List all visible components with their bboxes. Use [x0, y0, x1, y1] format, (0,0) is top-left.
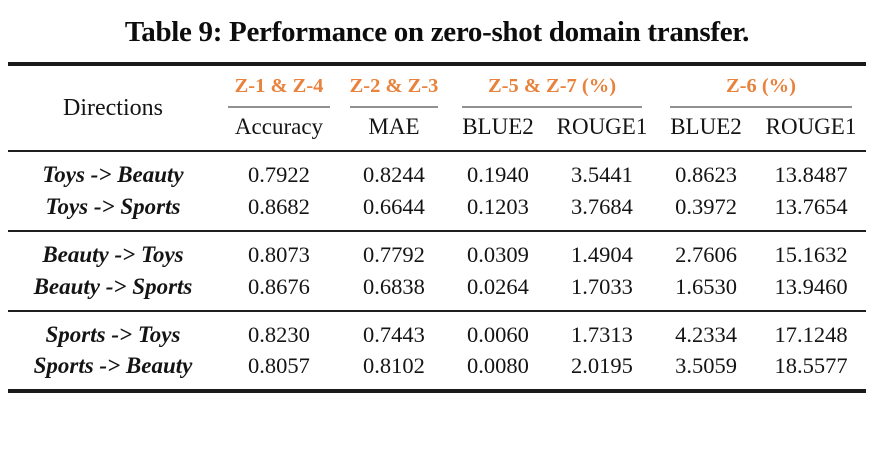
results-table: Directions Z-1 & Z-4 Z-2 & Z-3 Z-5 & Z [7, 62, 866, 393]
cell-value: 1.6530 [675, 273, 737, 299]
cell-value: 0.8244 [363, 161, 425, 187]
group-header-z1-z4: Z-1 & Z-4 [218, 64, 340, 108]
cmidrule [670, 106, 852, 108]
cell-value: 17.1248 [774, 321, 848, 347]
cell-value: 15.1632 [774, 241, 848, 267]
cmidrule [461, 106, 642, 108]
col-header-blue2-1: BLUE2 [462, 114, 534, 139]
cell-value: 0.7443 [363, 321, 425, 347]
group-header-label: Z-5 & Z-7 (%) [487, 75, 617, 97]
row-group-beauty: Beauty -> Toys 0.8073 0.7792 0.0309 1.49… [7, 231, 866, 311]
cell-value: 3.5059 [675, 353, 737, 378]
col-header-blue2-2: BLUE2 [670, 114, 742, 139]
table-header: Directions Z-1 & Z-4 Z-2 & Z-3 Z-5 & Z [8, 64, 866, 151]
cell-value: 3.7684 [571, 193, 633, 219]
row-group-toys: Toys -> Beauty 0.7922 0.8244 0.1940 3.54… [7, 151, 866, 231]
cell-value: 2.0195 [571, 353, 633, 378]
cell-value: 0.7922 [248, 161, 310, 187]
cell-value: 13.7654 [774, 193, 848, 219]
table-row: Beauty -> Sports 0.8676 0.6838 0.0264 1.… [8, 271, 866, 311]
group-header-label: Z-1 & Z-4 [234, 75, 324, 97]
cell-value: 3.5441 [571, 161, 633, 187]
group-header-label: Z-6 (%) [725, 75, 797, 97]
cell-value: 0.8676 [248, 273, 310, 299]
cell-value: 1.7033 [571, 273, 633, 299]
col-header-rouge1-2: ROUGE1 [765, 114, 857, 139]
cmidrule [227, 106, 330, 108]
table-row: Toys -> Beauty 0.7922 0.8244 0.1940 3.54… [8, 151, 866, 191]
cell-value: 0.7792 [363, 241, 425, 267]
cell-value: 2.7606 [675, 241, 737, 267]
col-header-mae: MAE [368, 114, 420, 139]
cell-value: 0.0309 [467, 241, 529, 267]
cell-value: 1.7313 [571, 321, 633, 347]
cell-value: 0.6644 [363, 193, 425, 219]
cell-value: 0.8073 [248, 241, 310, 267]
cell-value: 0.6838 [363, 273, 425, 299]
col-header-directions: Directions [62, 94, 163, 121]
cell-value: 0.0264 [467, 273, 529, 299]
cell-value: 0.3972 [675, 193, 737, 219]
direction-label: Toys -> Beauty [42, 161, 184, 187]
table-row: Sports -> Toys 0.8230 0.7443 0.0060 1.73… [8, 311, 866, 351]
group-header-z2-z3: Z-2 & Z-3 [340, 64, 448, 108]
group-header-z5-z7: Z-5 & Z-7 (%) [448, 64, 656, 108]
table-row: Toys -> Sports 0.8682 0.6644 0.1203 3.76… [8, 191, 866, 231]
cell-value: 18.5577 [774, 353, 848, 378]
direction-label: Beauty -> Sports [33, 273, 193, 299]
cell-value: 0.8682 [248, 193, 310, 219]
col-header-accuracy: Accuracy [234, 114, 324, 139]
group-header-label: Z-2 & Z-3 [349, 75, 439, 97]
direction-label: Sports -> Toys [45, 321, 181, 347]
row-group-sports: Sports -> Toys 0.8230 0.7443 0.0060 1.73… [7, 311, 866, 391]
cell-value: 4.2334 [675, 321, 737, 347]
direction-label: Sports -> Beauty [33, 353, 193, 378]
cell-value: 0.8057 [248, 353, 310, 378]
cell-value: 0.8623 [675, 161, 737, 187]
cell-value: 0.0080 [467, 353, 529, 378]
table-caption: Table 9: Performance on zero-shot domain… [124, 16, 750, 48]
cell-value: 13.9460 [774, 273, 848, 299]
direction-label: Beauty -> Toys [42, 241, 184, 267]
cell-value: 0.8230 [248, 321, 310, 347]
table-row: Sports -> Beauty 0.8057 0.8102 0.0080 2.… [8, 351, 866, 391]
col-header-rouge1-1: ROUGE1 [556, 114, 648, 139]
cell-value: 0.1940 [467, 161, 529, 187]
group-header-z6: Z-6 (%) [656, 64, 866, 108]
cmidrule [349, 106, 438, 108]
direction-label: Toys -> Sports [45, 193, 181, 219]
cell-value: 0.0060 [467, 321, 529, 347]
cell-value: 1.4904 [571, 241, 633, 267]
cell-value: 0.8102 [363, 353, 425, 378]
cell-value: 0.1203 [467, 193, 529, 219]
table-row: Beauty -> Toys 0.8073 0.7792 0.0309 1.49… [8, 231, 866, 271]
cell-value: 13.8487 [774, 161, 848, 187]
